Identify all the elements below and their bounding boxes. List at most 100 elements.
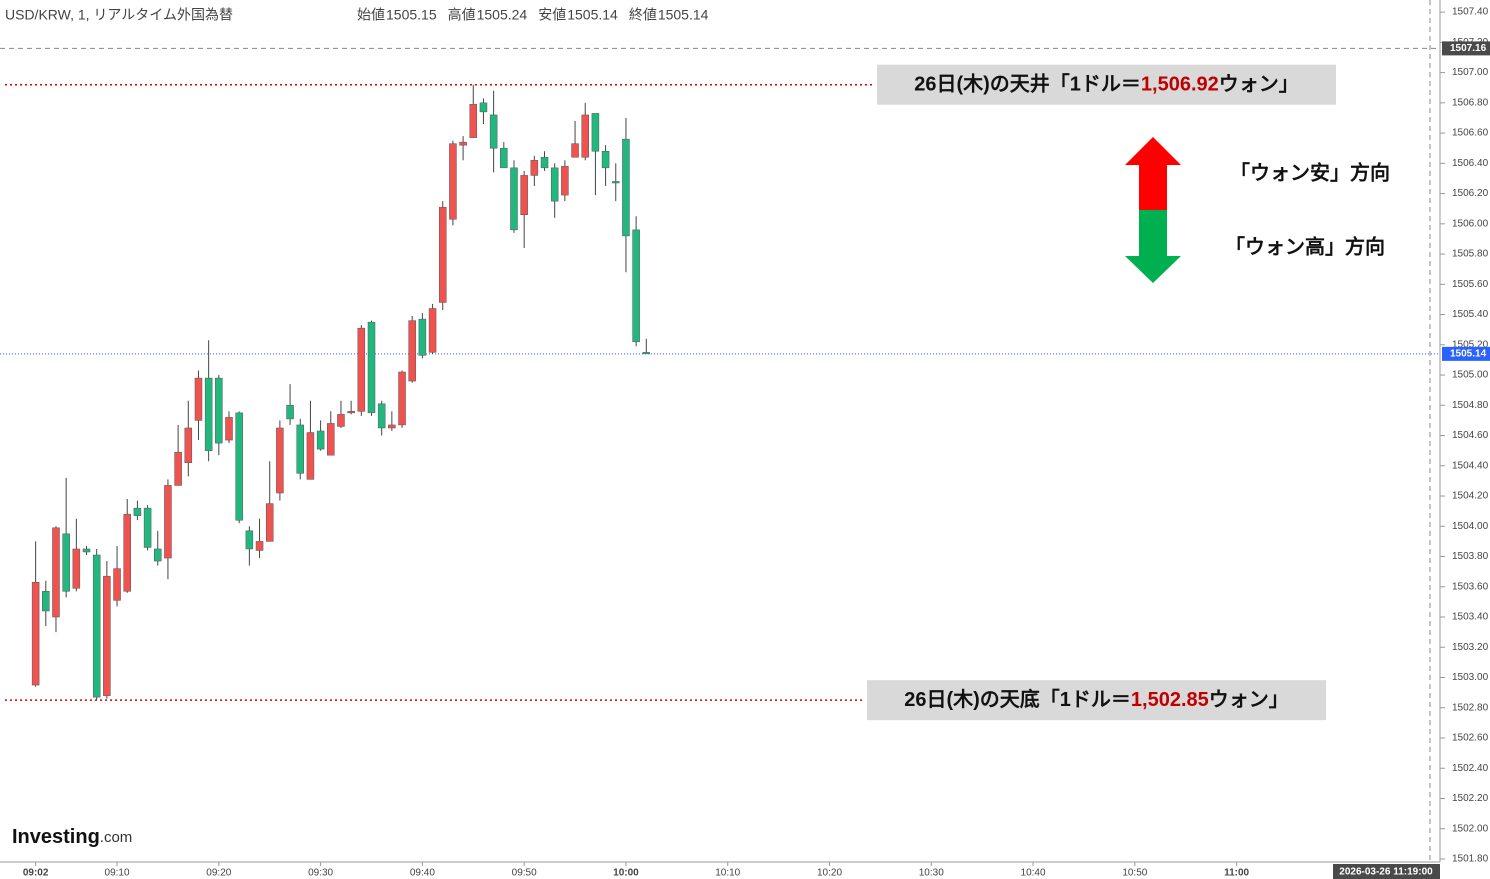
annotation-prefix: 26日(木)の天井「1ドル＝ bbox=[914, 72, 1141, 96]
candle-body bbox=[377, 403, 386, 429]
candle-body bbox=[530, 160, 539, 176]
y-tick-label: 1502.20 bbox=[1452, 793, 1489, 804]
x-tick-label: 10:00 bbox=[613, 868, 639, 879]
y-tick-label: 1504.80 bbox=[1452, 400, 1489, 411]
y-tick-label: 1506.20 bbox=[1452, 188, 1489, 199]
candle-body bbox=[388, 424, 396, 429]
candle-body bbox=[418, 318, 427, 356]
crosshair-price-label: 1507.16 bbox=[1450, 43, 1487, 54]
y-tick-label: 1505.40 bbox=[1452, 309, 1489, 320]
ohlc-label: 終値 bbox=[629, 7, 657, 23]
candle-body bbox=[510, 167, 518, 231]
candle-body bbox=[174, 451, 182, 486]
y-tick-label: 1502.00 bbox=[1452, 823, 1489, 834]
candle-body bbox=[469, 104, 478, 138]
logo-main: Investing bbox=[12, 826, 100, 848]
annotation-suffix: ウォン」 bbox=[1219, 73, 1299, 96]
candle-body bbox=[133, 507, 142, 516]
crosshair-time-box bbox=[1333, 864, 1440, 879]
logo-suffix: .com bbox=[100, 829, 133, 846]
ohlc-label: 高値 bbox=[448, 7, 476, 23]
y-tick-label: 1503.80 bbox=[1452, 551, 1489, 562]
candle-body bbox=[296, 424, 304, 474]
y-tick-label: 1502.80 bbox=[1452, 702, 1489, 713]
chart-title: USD/KRW, 1, リアルタイム外国為替 bbox=[5, 7, 233, 23]
candle-body bbox=[571, 143, 579, 158]
candle-body bbox=[561, 166, 569, 196]
candle-body bbox=[245, 530, 254, 550]
candle-body bbox=[489, 114, 498, 149]
x-tick-label: 10:40 bbox=[1021, 868, 1046, 879]
y-tick-label: 1501.80 bbox=[1452, 854, 1489, 865]
y-tick-label: 1504.60 bbox=[1452, 430, 1489, 441]
ohlc-label: 始値 bbox=[357, 7, 385, 23]
candle-body bbox=[632, 229, 640, 343]
x-tick-label: 09:50 bbox=[512, 868, 537, 879]
candle-body bbox=[286, 405, 294, 420]
x-tick-label: 10:20 bbox=[817, 868, 842, 879]
candle-body bbox=[347, 411, 355, 414]
x-tick-label: 10:50 bbox=[1122, 868, 1147, 879]
candle-body bbox=[184, 427, 193, 464]
x-tick-label: 09:20 bbox=[206, 868, 231, 879]
candle-body bbox=[612, 181, 620, 184]
y-tick-label: 1506.60 bbox=[1452, 128, 1489, 139]
candle-body bbox=[357, 327, 366, 412]
candle-body bbox=[408, 320, 416, 382]
candle-body bbox=[82, 548, 91, 553]
candle-body bbox=[601, 150, 610, 169]
candle-body bbox=[398, 371, 406, 426]
last-price-box bbox=[1442, 346, 1490, 361]
candle-body bbox=[72, 548, 81, 589]
candle-body bbox=[154, 548, 162, 562]
crosshair-time-label: 2026-03-26 11:19:00 bbox=[1339, 867, 1433, 878]
candle-body bbox=[123, 513, 131, 592]
annotation-suffix: ウォン」 bbox=[1209, 688, 1289, 711]
crosshair-price-box bbox=[1442, 41, 1490, 56]
candle-body bbox=[255, 541, 264, 551]
last-price-label: 1505.14 bbox=[1450, 349, 1487, 360]
candle-body bbox=[428, 308, 437, 353]
direction-label: 「ウォン安」方向 bbox=[1230, 160, 1390, 184]
y-tick-label: 1507.40 bbox=[1452, 7, 1489, 18]
candle-body bbox=[265, 503, 274, 542]
y-tick-label: 1503.60 bbox=[1452, 581, 1489, 592]
ohlc-value: 1505.14 bbox=[658, 7, 709, 23]
x-tick-label: 09:30 bbox=[308, 868, 333, 879]
candle-body bbox=[479, 102, 488, 113]
annotation-prefix: 26日(木)の天底「1ドル＝ bbox=[904, 687, 1131, 711]
annotation-value: 1,502.85 bbox=[1131, 689, 1209, 711]
candle-body bbox=[591, 113, 600, 152]
y-tick-label: 1505.20 bbox=[1452, 339, 1489, 350]
x-tick-label: 09:10 bbox=[105, 868, 130, 879]
direction-label: 「ウォン高」方向 bbox=[1225, 234, 1385, 258]
candle-body bbox=[92, 554, 101, 698]
candle-body bbox=[103, 575, 111, 696]
y-tick-label: 1504.40 bbox=[1452, 460, 1489, 471]
up-arrow bbox=[1125, 137, 1181, 283]
candle-body bbox=[438, 206, 447, 303]
up-arrow-shape bbox=[1125, 137, 1181, 210]
y-tick-label: 1503.00 bbox=[1452, 672, 1489, 683]
candle-body bbox=[42, 591, 50, 612]
y-tick-label: 1504.20 bbox=[1452, 491, 1489, 502]
annotation-text: 26日(木)の天底「1ドル＝1,502.85ウォン」 bbox=[904, 687, 1289, 711]
candle-body bbox=[337, 414, 345, 427]
y-tick-label: 1507.00 bbox=[1452, 67, 1489, 78]
annotation-text: 26日(木)の天井「1ドル＝1,506.92ウォン」 bbox=[914, 72, 1299, 96]
annotation-box bbox=[867, 680, 1326, 721]
annotation-box bbox=[877, 64, 1336, 105]
y-tick-label: 1505.00 bbox=[1452, 370, 1489, 381]
candle-body bbox=[164, 485, 172, 559]
candle-body bbox=[113, 568, 121, 601]
candle-body bbox=[194, 377, 203, 421]
candle-body bbox=[276, 427, 284, 494]
y-tick-label: 1504.00 bbox=[1452, 521, 1489, 532]
annotation-value: 1,506.92 bbox=[1141, 74, 1219, 96]
candle-body bbox=[459, 141, 467, 146]
x-tick-label: 10:30 bbox=[919, 868, 944, 879]
ohlc-label: 安値 bbox=[538, 7, 566, 23]
candle-body bbox=[306, 432, 315, 480]
